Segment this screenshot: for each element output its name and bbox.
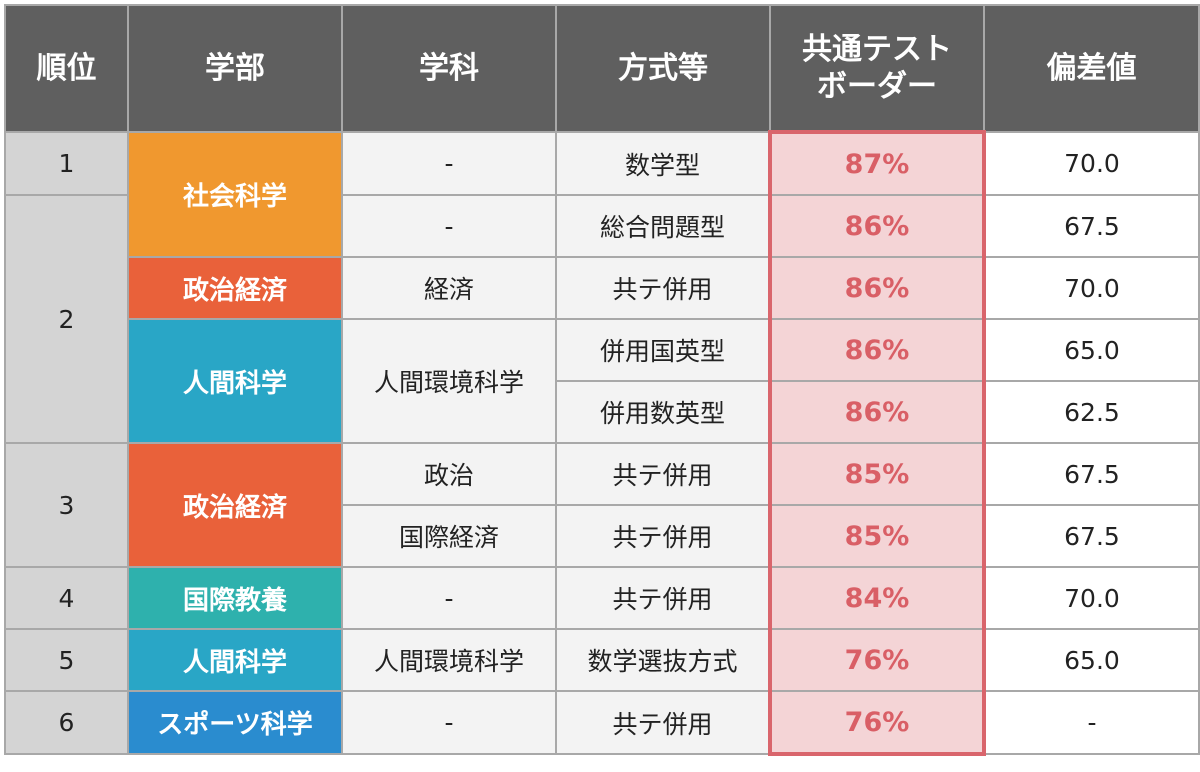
deviation-cell: 62.5 [983, 380, 1200, 444]
method-cell: 数学型 [555, 131, 771, 196]
department-cell: 経済 [341, 256, 557, 320]
border-score-cell: 86% [768, 256, 986, 320]
rank-cell: 6 [4, 690, 129, 755]
rank-cell: 5 [4, 628, 129, 692]
border-score-cell: 86% [768, 380, 986, 444]
border-score-cell: 85% [768, 504, 986, 568]
border-score-cell: 84% [768, 566, 986, 630]
header-rank: 順位 [4, 4, 129, 133]
header-border: 共通テスト ボーダー [769, 4, 985, 134]
faculty-cell: 政治経済 [127, 442, 343, 568]
table-row: 政治経済 経済 共テ併用 86% 70.0 [5, 256, 1200, 320]
border-score-cell: 85% [768, 442, 986, 506]
faculty-cell: スポーツ科学 [127, 690, 343, 755]
deviation-cell: - [983, 690, 1200, 755]
header-method: 方式等 [555, 4, 771, 133]
department-cell: 国際経済 [341, 504, 557, 568]
department-cell: - [341, 566, 557, 630]
rank-cell: 1 [4, 131, 129, 196]
table-row: 2 - 総合問題型 86% 67.5 [4, 194, 1200, 444]
table-row: 5 人間科学 人間環境科学 数学選抜方式 76% 65.0 [4, 628, 1200, 692]
department-cell: 人間環境科学 [341, 628, 557, 692]
method-cell: 共テ併用 [555, 566, 771, 630]
header-border-line1: 共通テスト [802, 31, 952, 67]
faculty-cell: 人間科学 [127, 318, 343, 444]
deviation-cell: 70.0 [983, 131, 1200, 196]
faculty-cell: 政治経済 [127, 256, 343, 320]
faculty-cell: 国際教養 [127, 566, 343, 630]
deviation-cell: 65.0 [983, 628, 1200, 692]
border-score-cell: 87% [768, 131, 986, 196]
rank-cell: 4 [4, 566, 129, 630]
table-container: 順位 学部 学科 方式等 共通テスト ボーダー 偏差値 1 社会科学 - 数学型 … [4, 4, 1200, 756]
faculty-cell: 人間科学 [127, 628, 343, 692]
deviation-cell: 70.0 [983, 256, 1200, 320]
method-cell: 共テ併用 [555, 504, 771, 568]
header-faculty: 学部 [127, 4, 343, 133]
table-row: 1 社会科学 - 数学型 87% 70.0 [4, 131, 1200, 258]
deviation-cell: 67.5 [983, 504, 1200, 568]
border-score-cell: 86% [768, 318, 986, 382]
border-score-cell: 76% [768, 690, 986, 756]
table-header-row: 順位 学部 学科 方式等 共通テスト ボーダー 偏差値 [4, 4, 1200, 134]
table-row: 4 国際教養 - 共テ併用 84% 70.0 [4, 566, 1200, 630]
table-row: 3 政治経済 政治 共テ併用 85% 67.5 [4, 442, 1200, 568]
table-row: 人間科学 人間環境科学 併用国英型 86% 65.0 [5, 318, 1200, 444]
border-score-cell: 86% [768, 194, 986, 258]
department-cell: 政治 [341, 442, 557, 506]
table-row: 6 スポーツ科学 - 共テ併用 76% - [4, 690, 1200, 756]
deviation-cell: 65.0 [983, 318, 1200, 382]
method-cell: 数学選抜方式 [555, 628, 771, 692]
method-cell: 共テ併用 [555, 256, 771, 320]
table-row: 併用数英型 86% 62.5 [5, 380, 1200, 444]
faculty-cell: 社会科学 [127, 131, 343, 258]
deviation-cell: 67.5 [983, 442, 1200, 506]
department-cell: - [341, 194, 557, 258]
header-border-line2: ボーダー [817, 69, 937, 104]
deviation-cell: 67.5 [983, 194, 1200, 258]
rank-cell: 2 [4, 194, 129, 444]
department-cell: - [341, 690, 557, 755]
method-cell: 総合問題型 [555, 194, 771, 258]
border-score-cell: 76% [768, 628, 986, 692]
method-cell: 共テ併用 [555, 690, 771, 755]
method-cell: 併用数英型 [555, 380, 771, 444]
department-cell: - [341, 131, 557, 196]
method-cell: 併用国英型 [555, 318, 771, 382]
department-cell: 人間環境科学 [341, 318, 557, 444]
deviation-cell: 70.0 [983, 566, 1200, 630]
header-department: 学科 [341, 4, 557, 133]
table-row: 国際経済 共テ併用 85% 67.5 [5, 504, 1200, 568]
method-cell: 共テ併用 [555, 442, 771, 506]
border-ranking-table: 順位 学部 学科 方式等 共通テスト ボーダー 偏差値 1 社会科学 - 数学型 … [4, 4, 1200, 756]
header-deviation: 偏差値 [983, 4, 1200, 133]
rank-cell: 3 [4, 442, 129, 568]
